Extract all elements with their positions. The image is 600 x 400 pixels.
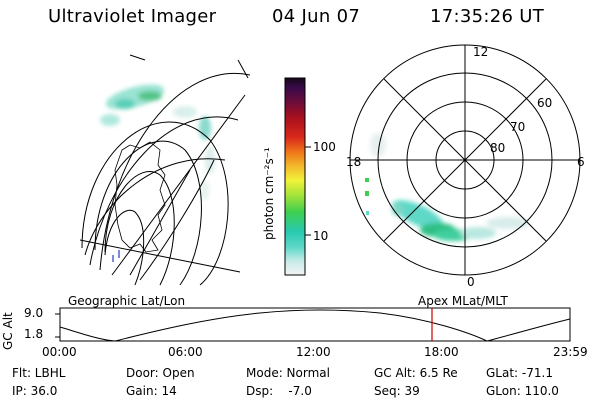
timeline-left-label: Geographic Lat/Lon <box>68 294 186 308</box>
timeline-x-tick-1200: 12:00 <box>296 345 331 359</box>
timeline-x-tick-2359: 23:59 <box>553 345 588 359</box>
coastline <box>114 141 166 253</box>
status-glon: GLon: 110.0 <box>486 384 559 398</box>
polar-label-6: 6 <box>577 155 585 169</box>
aurora-emission-polar <box>365 133 530 241</box>
timeline-x-tick-1800: 18:00 <box>424 345 459 359</box>
polar-label-80: 80 <box>490 141 506 155</box>
polar-label-0: 0 <box>467 275 475 289</box>
timeline-y-tick-1-8: 1.8 <box>24 327 44 341</box>
timeline-right-label: Apex MLat/MLT <box>418 294 508 308</box>
timeline-x-tick-0000: 00:00 <box>42 345 77 359</box>
colorbar-tick-10: 10 <box>313 229 329 243</box>
status-mode: Mode: Normal <box>246 366 330 380</box>
timeline-y-tick-9: 9.0 <box>24 306 44 320</box>
status-gain: Gain: 14 <box>126 384 177 398</box>
status-ip: IP: 36.0 <box>12 384 58 398</box>
grid-lines <box>79 54 251 286</box>
colorbar-unit-label: photon cm⁻²s⁻¹ <box>262 147 276 240</box>
aurora-emission-geographic <box>100 84 215 200</box>
time-label: 17:35:26 UT <box>430 6 545 27</box>
status-dsp: Dsp: -7.0 <box>246 384 312 398</box>
polar-grid <box>349 44 581 276</box>
polar-label-12: 12 <box>473 45 489 59</box>
status-seq: Seq: 39 <box>374 384 420 398</box>
instrument-title: Ultraviolet Imager <box>48 6 217 27</box>
colorbar-tick-100: 100 <box>313 140 336 154</box>
polar-mlt-plot <box>349 44 581 276</box>
status-door: Door: Open <box>126 366 195 380</box>
polar-label-70: 70 <box>510 120 526 134</box>
timeline-plot <box>55 307 571 342</box>
polar-label-18: 18 <box>346 155 362 169</box>
timeline-x-tick-0600: 06:00 <box>168 345 203 359</box>
terminator-ticks <box>112 250 120 262</box>
colorbar <box>284 77 311 276</box>
polar-label-60: 60 <box>537 96 553 110</box>
altitude-curve <box>59 309 571 342</box>
status-glat: GLat: -71.1 <box>486 366 553 380</box>
date-label: 04 Jun 07 <box>272 6 361 27</box>
status-gc-alt: GC Alt: 6.5 Re <box>374 366 458 380</box>
status-filter: Flt: LBHL <box>12 366 66 380</box>
